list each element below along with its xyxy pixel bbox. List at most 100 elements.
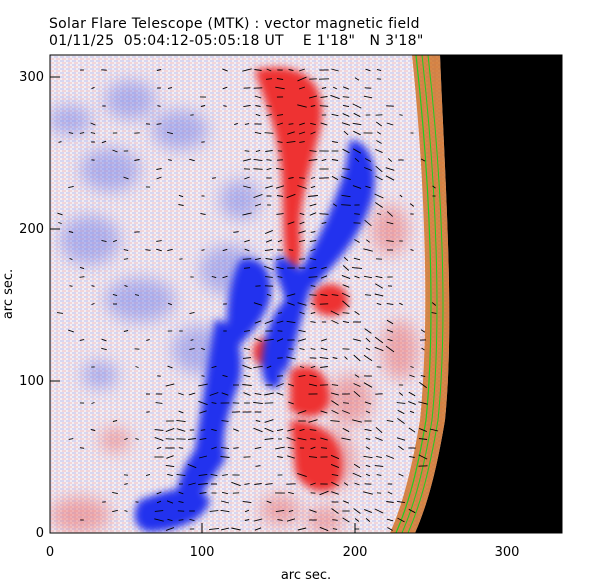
field-vector: [198, 473, 208, 477]
field-vector: [431, 312, 437, 314]
field-vector: [264, 338, 274, 342]
observation-date: 01/11/25: [49, 33, 115, 49]
field-vector: [331, 409, 339, 415]
field-vector: [220, 509, 230, 513]
field-vector: [288, 509, 294, 513]
field-vector: [79, 132, 85, 134]
field-vector: [286, 293, 296, 297]
field-vector: [310, 231, 316, 233]
field-vector: [310, 312, 316, 314]
field-vector: [308, 95, 318, 99]
field-vector: [288, 491, 294, 495]
field-vector: [254, 320, 262, 324]
field-vector: [374, 346, 384, 352]
field-vector: [418, 401, 428, 405]
field-vector: [387, 158, 393, 162]
field-vector: [341, 274, 351, 280]
field-vector: [308, 383, 318, 387]
field-vector: [364, 275, 372, 279]
field-vector: [409, 410, 415, 414]
field-vector: [276, 257, 284, 261]
field-vector: [310, 438, 316, 440]
field-vector: [365, 410, 371, 414]
image-title: Solar Flare Telescope (MTK) : vector mag…: [49, 16, 420, 32]
field-vector: [408, 427, 416, 433]
field-vector: [90, 132, 96, 134]
field-vector: [309, 266, 317, 270]
field-vector: [90, 429, 96, 431]
field-vector: [101, 338, 107, 342]
field-vector: [299, 347, 305, 351]
x-tick-label: 200: [343, 545, 368, 560]
field-vector: [277, 312, 283, 314]
field-vector: [410, 366, 414, 368]
field-vector: [386, 455, 394, 459]
field-vector: [330, 310, 340, 316]
field-vector: [377, 131, 381, 135]
field-vector: [419, 427, 427, 433]
field-vector: [211, 275, 217, 279]
field-vector: [321, 87, 327, 89]
axis-ticks: [49, 76, 508, 534]
field-vector: [353, 390, 361, 398]
negative-polarity-strong: [134, 140, 375, 532]
field-vector: [320, 347, 328, 351]
field-vector: [343, 482, 349, 486]
field-vector: [255, 420, 261, 422]
field-vector: [264, 265, 274, 271]
field-vector: [146, 339, 150, 341]
x-tick-label: 300: [495, 545, 520, 560]
field-vector: [386, 122, 394, 126]
field-vector: [200, 212, 206, 216]
field-vector: [165, 464, 175, 468]
field-vector: [420, 374, 426, 378]
field-vector: [154, 518, 164, 522]
field-vector: [165, 427, 175, 433]
field-vector: [310, 365, 316, 369]
field-vector: [286, 437, 296, 441]
field-vector: [353, 354, 361, 362]
field-vector: [244, 123, 250, 125]
field-vector: [189, 518, 195, 522]
field-vector: [309, 150, 317, 152]
field-vector: [376, 455, 382, 459]
plot-frame: [49, 54, 563, 534]
field-vector: [299, 177, 305, 179]
field-vector: [189, 311, 195, 315]
field-vector: [176, 473, 186, 477]
field-vector: [254, 257, 262, 261]
field-vector: [244, 176, 250, 180]
field-vector: [342, 148, 350, 154]
field-vector: [187, 463, 197, 469]
field-vector: [201, 375, 205, 377]
field-vector: [310, 285, 316, 287]
field-vector: [343, 130, 349, 136]
field-vector: [320, 122, 328, 126]
field-vector: [265, 185, 273, 189]
field-vector: [189, 348, 195, 350]
field-vector: [353, 112, 361, 118]
field-vector: [222, 474, 228, 476]
field-vector: [242, 500, 252, 504]
field-vector: [331, 113, 339, 117]
field-vector: [309, 212, 317, 216]
field-vector: [255, 113, 261, 117]
x-tick-label: 0: [46, 545, 54, 560]
field-vector: [308, 419, 318, 423]
field-vector: [374, 193, 384, 199]
field-vector: [156, 123, 162, 125]
field-vector: [342, 86, 350, 90]
field-vector: [101, 239, 107, 243]
field-vector: [375, 175, 383, 181]
y-tick-label: 0: [36, 526, 44, 541]
field-vector: [242, 357, 252, 359]
field-vector: [332, 357, 338, 359]
field-vector: [254, 446, 262, 450]
observation-info: 01/11/25 05:04:12-05:05:18 UT E 1'18" N …: [49, 33, 424, 49]
field-vector: [421, 347, 425, 351]
field-vector: [254, 131, 262, 135]
field-vector: [242, 258, 252, 260]
field-vector: [331, 319, 339, 325]
field-vector: [178, 194, 184, 198]
field-vector: [79, 447, 85, 449]
